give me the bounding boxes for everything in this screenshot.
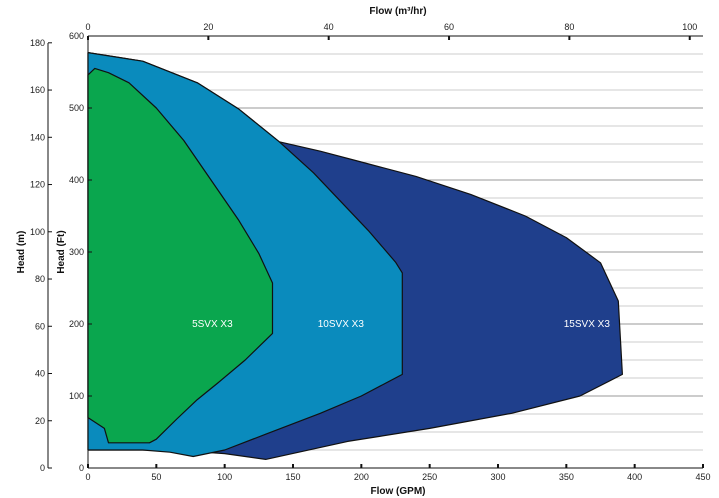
x-top-tick-label: 100 [682,22,697,32]
y-m-tick-label: 160 [30,85,45,95]
x-bottom-tick-label: 100 [217,472,232,482]
y-m-tick-label: 180 [30,38,45,48]
y-m-tick-label: 20 [35,416,45,426]
y-m-tick-label: 0 [40,463,45,473]
y-m-tick-label: 120 [30,180,45,190]
y-m-tick-label: 40 [35,369,45,379]
y-m-tick-label: 140 [30,132,45,142]
x-bottom-tick-label: 50 [151,472,161,482]
y-ft-tick-label: 300 [69,247,84,257]
y-m-tick-label: 100 [30,227,45,237]
x-bottom-tick-label: 400 [627,472,642,482]
x-top-tick-label: 60 [444,22,454,32]
y-m-tick-label: 60 [35,321,45,331]
region-label: 15SVX X3 [564,319,611,330]
x-bottom-tick-label: 450 [695,472,710,482]
x-top-tick-label: 40 [324,22,334,32]
y-ft-tick-label: 600 [69,31,84,41]
region-labels: 15SVX X3 10SVX X3 5SVX X3 [192,319,610,330]
x-top-tick-label: 80 [564,22,574,32]
x-bottom-axis-title: Flow (GPM) [371,486,426,497]
x-top-tick-label: 20 [203,22,213,32]
performance-regions [87,52,623,460]
x-bottom-tick-label: 300 [490,472,505,482]
x-bottom-tick-label: 250 [422,472,437,482]
x-bottom-tick-label: 150 [285,472,300,482]
region-label: 10SVX X3 [318,319,365,330]
region-label: 5SVX X3 [192,319,233,330]
y-ft-tick-label: 500 [69,103,84,113]
region-5svx-x3 [87,67,274,444]
x-bottom-tick-label: 200 [354,472,369,482]
y-ft-tick-label: 200 [69,319,84,329]
y-m-tick-label: 80 [35,274,45,284]
y-ft-tick-label: 0 [79,463,84,473]
y-ft-tick-label: 400 [69,175,84,185]
x-top-axis-title: Flow (m³/hr) [369,6,426,17]
y-ft-tick-label: 100 [69,391,84,401]
x-bottom-tick-label: 0 [85,472,90,482]
y-left-axis-title: Head (m) [16,231,27,274]
x-top-tick-label: 0 [85,22,90,32]
x-bottom-tick-label: 350 [559,472,574,482]
y-right-axis-title: Head (Ft) [56,230,67,273]
